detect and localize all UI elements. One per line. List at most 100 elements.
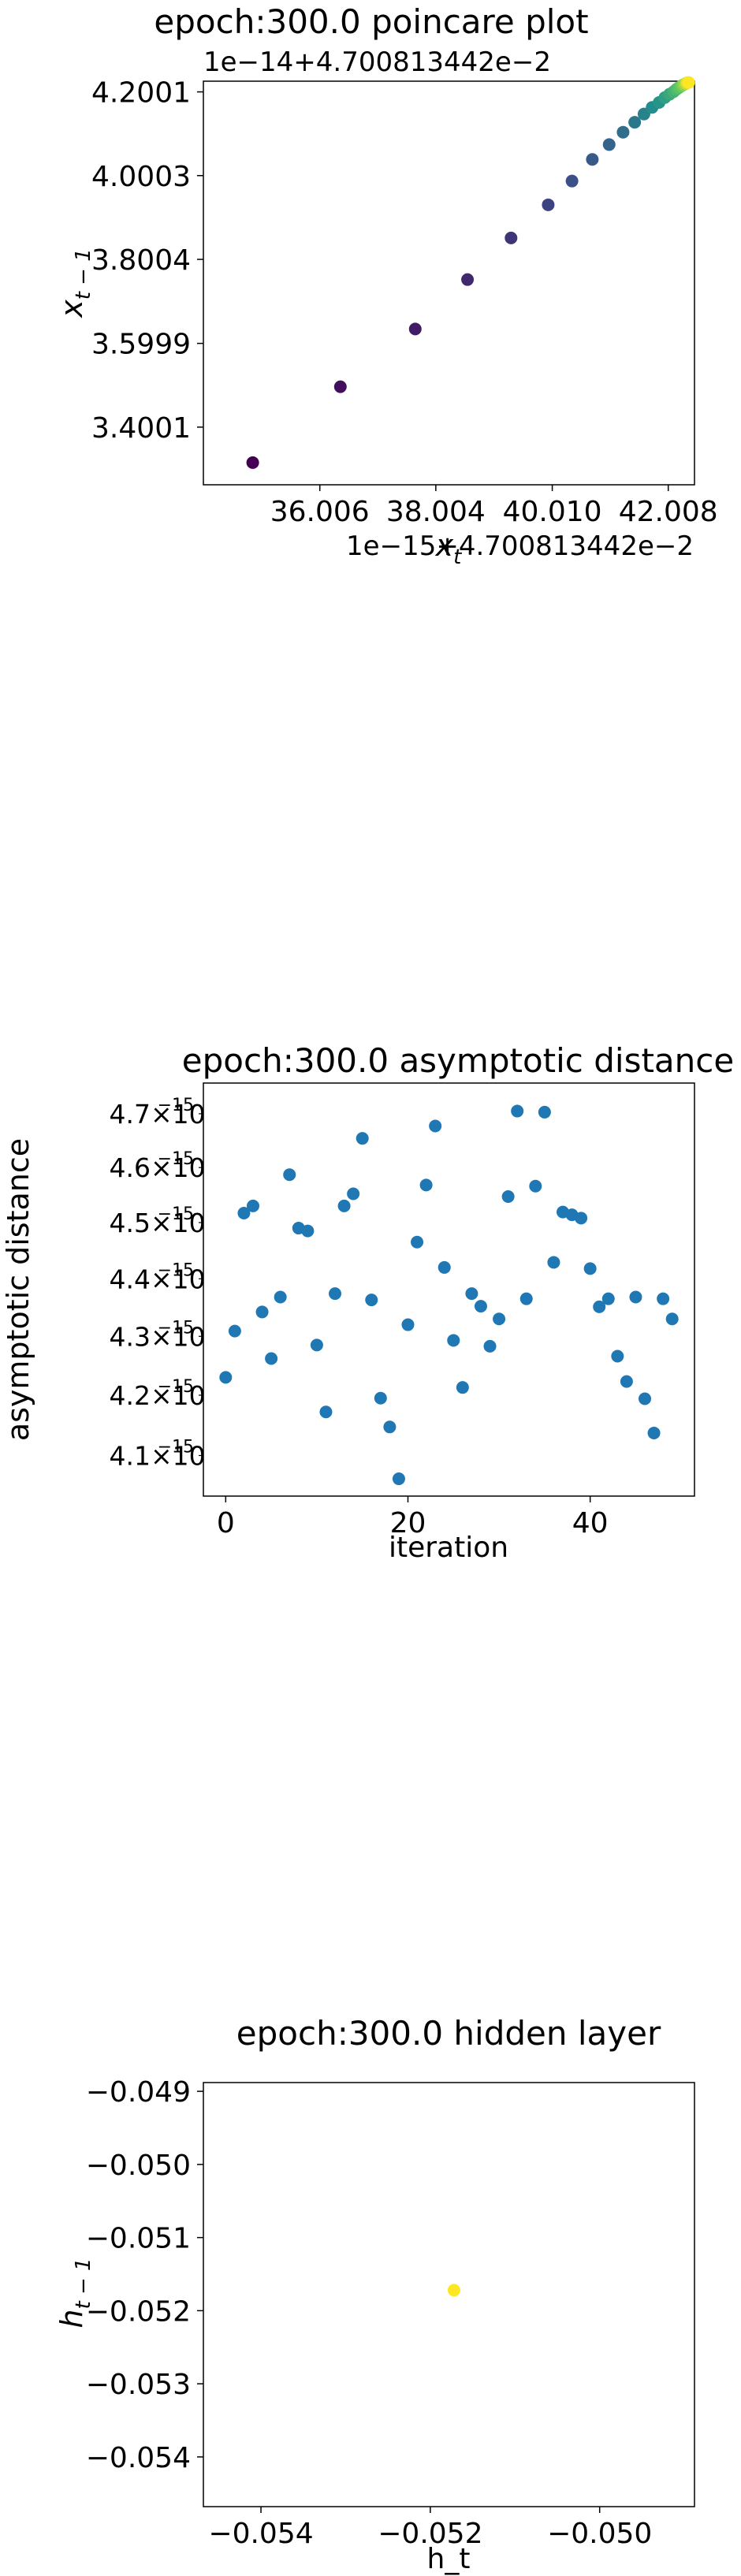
asymptotic-point: [583, 1262, 597, 1275]
hidden-layer-y-tick-label: −0.049: [86, 2076, 191, 2109]
hidden-layer-y-tick-label: −0.051: [86, 2223, 191, 2255]
asymptotic-point: [228, 1324, 241, 1338]
asymptotic-point: [219, 1371, 233, 1384]
asymptotic-x-tick-label: 20: [390, 1507, 426, 1539]
poincare-y-tick-label: 3.4001: [91, 412, 191, 445]
asymptotic-point: [474, 1300, 487, 1313]
asymptotic-point: [383, 1420, 397, 1434]
asymptotic-point: [374, 1391, 387, 1405]
asymptotic-y-tick-label: 4.1 ×10−15: [110, 1437, 206, 1471]
asymptotic-y-tick-base: ×10: [151, 1321, 206, 1352]
asymptotic-x-tick-label: 40: [572, 1507, 609, 1539]
asymptotic-y-tick-label: 4.4 ×10−15: [110, 1260, 206, 1294]
poincare-point: [628, 116, 642, 129]
asymptotic-point: [620, 1375, 633, 1388]
asymptotic-point: [575, 1212, 588, 1225]
asymptotic-point: [456, 1381, 469, 1394]
asymptotic-y-tick-exponent: −15: [158, 1149, 194, 1169]
asymptotic-y-tick-exponent: −15: [158, 1260, 194, 1280]
asymptotic-y-tick-mantissa: 4.7: [110, 1099, 151, 1130]
asymptotic-point: [301, 1224, 315, 1238]
asymptotic-y-tick-exponent: −15: [158, 1096, 194, 1115]
asymptotic-y-tick-exponent: −15: [158, 1377, 194, 1397]
poincare-chart: epoch:300.0 poincare plot 1e−14+4.700813…: [54, 2, 718, 569]
hidden-layer-point: [447, 2284, 460, 2297]
asymptotic-chart: epoch:300.0 asymptotic distance 0 20 40 4.…: [1, 1041, 734, 1564]
asymptotic-y-ticks: 4.1 ×10−154.2 ×10−154.3 ×10−154.4 ×10−154.5 ×…: [110, 1096, 206, 1472]
poincare-point: [616, 125, 630, 139]
poincare-x-tick-label: 36.006: [270, 496, 370, 528]
hidden-layer-chart: epoch:300.0 hidden layer −0.054 −0.052 −0.…: [54, 2014, 695, 2575]
asymptotic-point: [657, 1292, 670, 1305]
poincare-y-tick-label: 3.5999: [91, 329, 191, 361]
poincare-point: [586, 153, 599, 166]
asymptotic-y-tick-base: ×10: [151, 1208, 206, 1238]
asymptotic-point: [265, 1352, 278, 1365]
asymptotic-point: [647, 1426, 661, 1439]
asymptotic-point: [401, 1318, 415, 1331]
hidden-layer-points: [447, 2284, 460, 2297]
asymptotic-x-ticks: 0 20 40: [217, 1496, 609, 1539]
asymptotic-point: [639, 1392, 652, 1405]
poincare-plot-area: [203, 80, 695, 486]
poincare-y-tick-label: 4.0003: [91, 161, 191, 193]
asymptotic-point: [501, 1189, 515, 1203]
asymptotic-point: [665, 1312, 679, 1326]
poincare-point: [246, 456, 259, 469]
poincare-y-ticks: 3.4001 3.5999 3.8004 4.0003 4.2001: [91, 77, 203, 445]
asymptotic-point: [538, 1105, 551, 1119]
asymptotic-y-tick-mantissa: 4.3: [110, 1321, 151, 1352]
hidden-layer-y-tick-label: −0.053: [86, 2369, 191, 2401]
asymptotic-y-tick-exponent: −15: [158, 1318, 194, 1338]
hidden-layer-plot-area: [203, 2082, 695, 2507]
poincare-point: [682, 76, 695, 89]
hidden-layer-y-tick-label: −0.050: [86, 2150, 191, 2182]
poincare-x-tick-label: 38.004: [386, 496, 486, 528]
hidden-layer-title: epoch:300.0 hidden layer: [236, 2014, 661, 2053]
asymptotic-points: [219, 1104, 679, 1486]
poincare-title: epoch:300.0 poincare plot: [154, 2, 588, 41]
asymptotic-point: [438, 1260, 451, 1274]
asymptotic-point: [392, 1472, 405, 1486]
asymptotic-point: [246, 1199, 259, 1212]
asymptotic-y-tick-mantissa: 4.5: [110, 1208, 151, 1238]
poincare-x-offset-text: 1e−15+4.700813442e−2: [346, 530, 694, 562]
asymptotic-point: [419, 1178, 433, 1192]
asymptotic-y-tick-base: ×10: [151, 1380, 206, 1411]
asymptotic-y-tick-label: 4.2 ×10−15: [110, 1377, 206, 1411]
poincare-point: [602, 138, 616, 151]
poincare-point: [461, 273, 475, 286]
asymptotic-point: [629, 1290, 642, 1304]
asymptotic-y-tick-label: 4.3 ×10−15: [110, 1318, 206, 1352]
poincare-x-tick-label: 42.008: [619, 496, 718, 528]
poincare-y-tick-label: 4.2001: [91, 77, 191, 110]
asymptotic-y-label: asymptotic distance: [1, 1138, 35, 1441]
asymptotic-point: [529, 1179, 542, 1193]
asymptotic-point: [274, 1290, 287, 1304]
asymptotic-y-tick-base: ×10: [151, 1440, 206, 1471]
asymptotic-point: [483, 1339, 497, 1353]
svg-text:xt − 1: xt − 1: [54, 248, 95, 318]
poincare-point: [542, 198, 555, 211]
asymptotic-point: [255, 1305, 269, 1319]
asymptotic-y-tick-mantissa: 4.4: [110, 1264, 151, 1294]
asymptotic-point: [511, 1104, 524, 1118]
hidden-layer-x-tick-label: −0.050: [547, 2518, 652, 2550]
asymptotic-y-tick-label: 4.6 ×10−15: [110, 1149, 206, 1183]
asymptotic-point: [356, 1132, 369, 1145]
asymptotic-y-tick-exponent: −15: [158, 1204, 194, 1224]
asymptotic-plot-area: [203, 1082, 695, 1497]
asymptotic-y-tick-label: 4.5 ×10−15: [110, 1204, 206, 1238]
hidden-layer-x-tick-label: −0.052: [378, 2518, 482, 2550]
asymptotic-point: [447, 1334, 460, 1347]
asymptotic-point: [429, 1119, 442, 1133]
poincare-points: [246, 76, 695, 469]
asymptotic-y-tick-mantissa: 4.2: [110, 1380, 151, 1411]
asymptotic-y-tick-base: ×10: [151, 1099, 206, 1130]
poincare-x-tick-label: 40.010: [503, 496, 602, 528]
svg-text:h_t: h_t: [427, 2543, 471, 2575]
asymptotic-point: [601, 1292, 615, 1305]
poincare-point: [565, 174, 579, 188]
asymptotic-point: [593, 1300, 606, 1313]
